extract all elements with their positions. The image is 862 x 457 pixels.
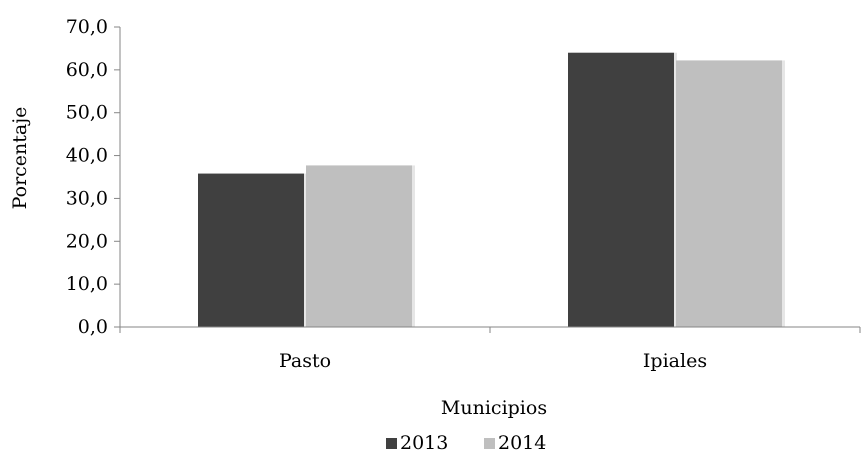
legend-label-2014: 2014: [498, 432, 546, 454]
y-tick-label: 20,0: [66, 230, 108, 252]
x-axis-labels: Pasto Ipiales: [279, 350, 707, 372]
y-tick-label: 10,0: [66, 273, 108, 295]
bar-2014-pasto: [306, 165, 412, 327]
bar-2013-ipiales: [568, 52, 674, 327]
y-axis-ticks: 0,0 10,0 20,0 30,0 40,0 50,0 60,0 70,0: [66, 16, 120, 338]
y-axis-title: Porcentaje: [9, 107, 31, 210]
y-tick-label: 40,0: [66, 145, 108, 167]
legend-swatch-2013: [386, 438, 397, 449]
axes: [119, 27, 861, 333]
bars: [198, 52, 785, 328]
x-axis-title: Municipios: [441, 397, 547, 419]
bar-2014-ipiales: [676, 60, 782, 328]
y-tick-label: 30,0: [66, 187, 108, 209]
y-tick-label: 0,0: [78, 316, 108, 338]
legend-swatch-2014: [484, 438, 495, 449]
x-category-label: Pasto: [279, 350, 331, 372]
legend-label-2013: 2013: [400, 432, 448, 454]
legend: 2013 2014: [386, 432, 546, 454]
bar-2013-pasto: [198, 173, 304, 327]
y-tick-label: 60,0: [66, 59, 108, 81]
y-tick-label: 70,0: [66, 16, 108, 38]
x-category-label: Ipiales: [643, 350, 707, 372]
y-tick-label: 50,0: [66, 102, 108, 124]
